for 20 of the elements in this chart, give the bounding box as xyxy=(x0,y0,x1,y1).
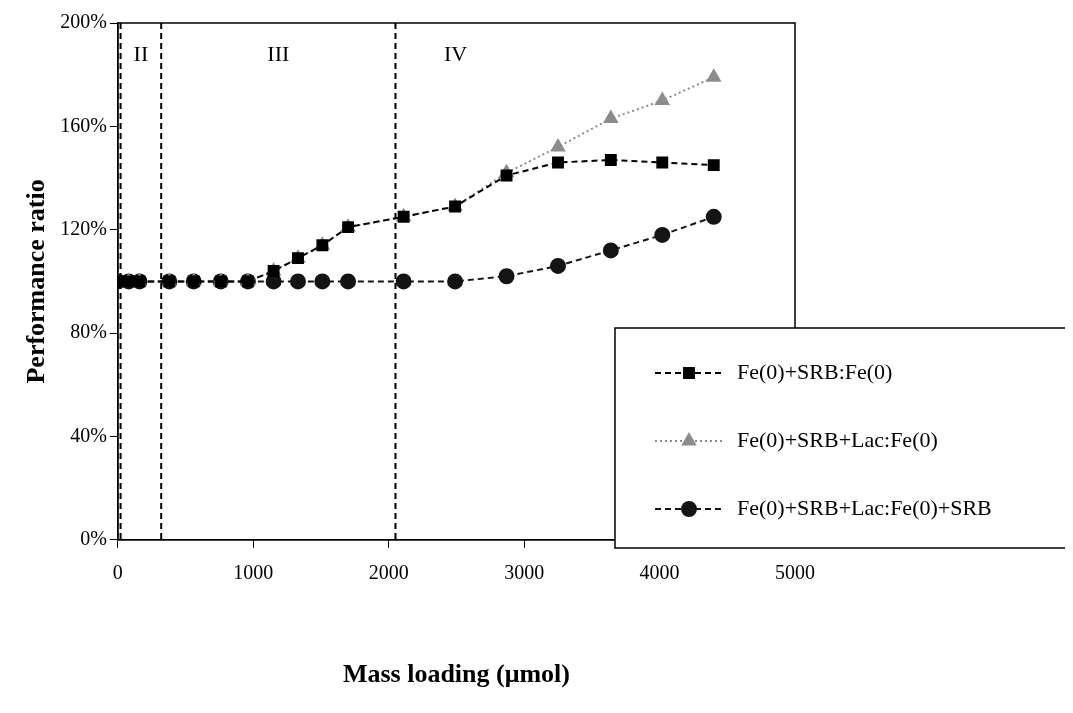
x-tick-label: 5000 xyxy=(775,561,815,584)
x-axis-title: Mass loading (μmol) xyxy=(342,659,570,689)
y-tick-label: 80% xyxy=(70,320,107,343)
annotation: II xyxy=(133,40,149,66)
x-tick-label: 0 xyxy=(112,561,123,584)
y-axis-title: Performance ratio xyxy=(21,179,51,384)
y-tick-label: 160% xyxy=(60,113,107,136)
y-tick-label: 0% xyxy=(80,527,107,550)
y-tick-label: 40% xyxy=(70,423,107,446)
x-tick-label: 2000 xyxy=(368,561,409,584)
annotation: III xyxy=(267,40,290,66)
y-tick-label: 200% xyxy=(60,10,107,33)
y-tick-label: 120% xyxy=(60,216,107,239)
x-tick-label: 4000 xyxy=(639,561,680,584)
x-tick-label: 1000 xyxy=(233,561,274,584)
x-tick-label: 3000 xyxy=(504,561,545,584)
annotation: IV xyxy=(443,40,468,66)
legend-label: Fe(0)+SRB+Lac:Fe(0)+SRB xyxy=(737,494,992,520)
legend-label: Fe(0)+SRB+Lac:Fe(0) xyxy=(737,426,938,452)
legend-label: Fe(0)+SRB:Fe(0) xyxy=(737,358,893,384)
